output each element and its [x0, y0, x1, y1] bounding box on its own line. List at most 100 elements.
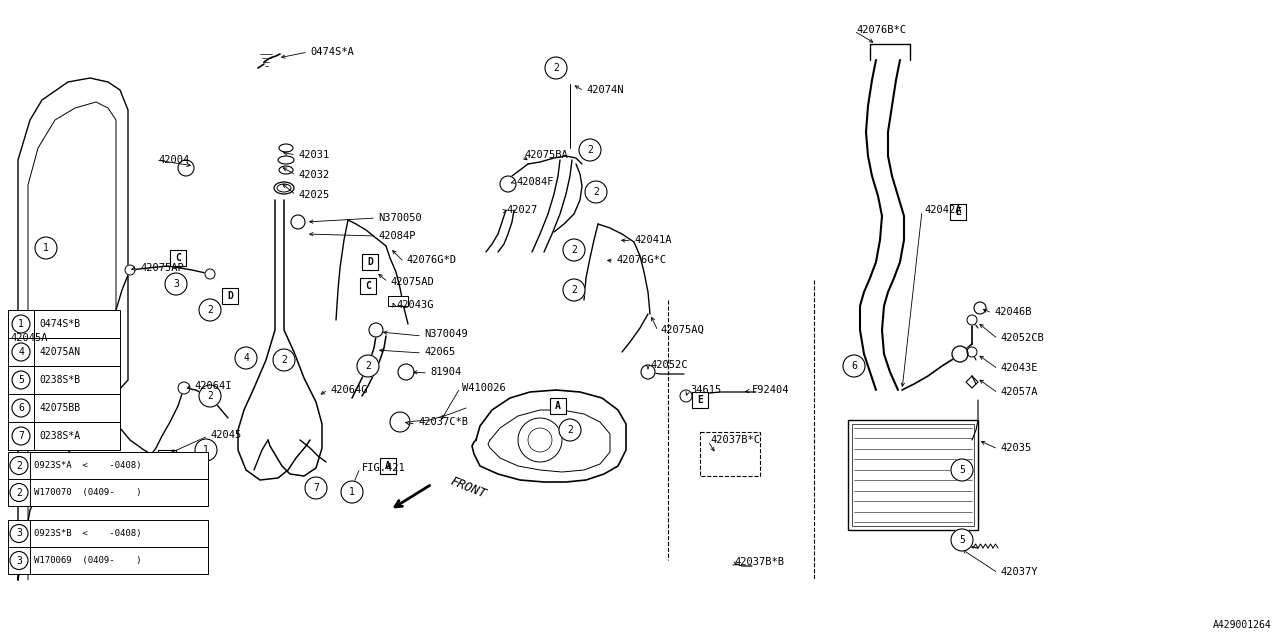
Bar [362, 254, 378, 270]
Text: 42032: 42032 [298, 170, 329, 180]
Text: 2: 2 [571, 245, 577, 255]
Text: 5: 5 [18, 375, 24, 385]
Text: 42075AD: 42075AD [390, 277, 434, 287]
Text: 0238S*B: 0238S*B [38, 375, 81, 385]
Text: 0474S*A: 0474S*A [310, 47, 353, 57]
Text: 2: 2 [17, 461, 22, 470]
Ellipse shape [279, 166, 293, 174]
Circle shape [12, 343, 29, 361]
Circle shape [952, 346, 968, 362]
Text: 42043G: 42043G [396, 300, 434, 310]
Text: C: C [365, 281, 371, 291]
Text: 1: 1 [204, 445, 209, 455]
Ellipse shape [276, 184, 291, 192]
Circle shape [291, 215, 305, 229]
Circle shape [641, 365, 655, 379]
Text: 2: 2 [553, 63, 559, 73]
Text: N370049: N370049 [424, 329, 467, 339]
Text: 42042A: 42042A [924, 205, 961, 215]
Circle shape [10, 456, 28, 474]
Text: 42031: 42031 [298, 150, 329, 160]
Bar [8, 422, 120, 450]
Text: 4: 4 [18, 347, 24, 357]
Circle shape [125, 265, 134, 275]
Bar [170, 250, 186, 266]
Text: 42084F: 42084F [516, 177, 553, 187]
Text: 42043E: 42043E [1000, 363, 1038, 373]
Bar [8, 338, 120, 366]
Bar [692, 392, 708, 408]
Text: 42084P: 42084P [378, 231, 416, 241]
Circle shape [340, 481, 364, 503]
Circle shape [369, 323, 383, 337]
Text: 42076B*C: 42076B*C [856, 25, 906, 35]
Text: A429001264: A429001264 [1213, 620, 1272, 630]
Bar [8, 310, 120, 338]
Text: 0474S*B: 0474S*B [38, 319, 81, 329]
Text: 34615: 34615 [690, 385, 721, 395]
Ellipse shape [274, 182, 294, 194]
Text: 42027: 42027 [506, 205, 538, 215]
Circle shape [236, 347, 257, 369]
Bar [550, 398, 566, 414]
Circle shape [165, 273, 187, 295]
Circle shape [951, 529, 973, 551]
Text: 42075AN: 42075AN [38, 347, 81, 357]
Text: 42064I: 42064I [195, 381, 232, 391]
Bar [950, 204, 966, 220]
Text: 81904: 81904 [430, 367, 461, 377]
Circle shape [563, 279, 585, 301]
Circle shape [680, 390, 692, 402]
Text: 42052CB: 42052CB [1000, 333, 1043, 343]
Text: 0923S*A  <    -0408): 0923S*A < -0408) [35, 461, 142, 470]
Bar [8, 520, 209, 574]
Circle shape [390, 412, 410, 432]
Bar [8, 452, 209, 506]
Text: D: D [227, 291, 233, 301]
Text: A: A [556, 401, 561, 411]
Text: 42065: 42065 [424, 347, 456, 357]
Text: E: E [698, 395, 703, 405]
Text: 42035: 42035 [1000, 443, 1032, 453]
Circle shape [273, 349, 294, 371]
Text: 5: 5 [959, 465, 965, 475]
Text: D: D [367, 257, 372, 267]
Text: 42076G*C: 42076G*C [616, 255, 666, 265]
Circle shape [563, 239, 585, 261]
Circle shape [357, 355, 379, 377]
Text: 2: 2 [593, 187, 599, 197]
Circle shape [966, 347, 977, 357]
Text: FIG.421: FIG.421 [362, 463, 406, 473]
Ellipse shape [279, 144, 293, 152]
Text: FRONT: FRONT [448, 475, 488, 501]
Text: 2: 2 [207, 391, 212, 401]
Circle shape [12, 427, 29, 445]
Text: 42041A: 42041A [634, 235, 672, 245]
Text: 42074N: 42074N [586, 85, 623, 95]
Text: E: E [955, 207, 961, 217]
Text: N370050: N370050 [378, 213, 421, 223]
Circle shape [195, 439, 218, 461]
Text: 42046B: 42046B [995, 307, 1032, 317]
Text: 3: 3 [17, 556, 22, 566]
Bar [380, 458, 396, 474]
Text: 7: 7 [18, 431, 24, 441]
Text: 42075AQ: 42075AQ [660, 325, 704, 335]
Circle shape [35, 237, 58, 259]
Bar [852, 424, 974, 526]
Text: 2: 2 [567, 425, 573, 435]
Text: 42075BA: 42075BA [524, 150, 568, 160]
Text: C: C [175, 253, 180, 263]
Text: 0923S*B  <    -0408): 0923S*B < -0408) [35, 529, 142, 538]
Text: 42045: 42045 [210, 430, 241, 440]
Circle shape [12, 371, 29, 389]
Text: 2: 2 [282, 355, 287, 365]
Bar [8, 394, 120, 422]
Text: F92404: F92404 [753, 385, 790, 395]
Ellipse shape [278, 156, 294, 164]
Circle shape [205, 269, 215, 279]
Text: 2: 2 [588, 145, 593, 155]
Text: 6: 6 [18, 403, 24, 413]
Bar [700, 432, 760, 476]
Circle shape [579, 139, 602, 161]
